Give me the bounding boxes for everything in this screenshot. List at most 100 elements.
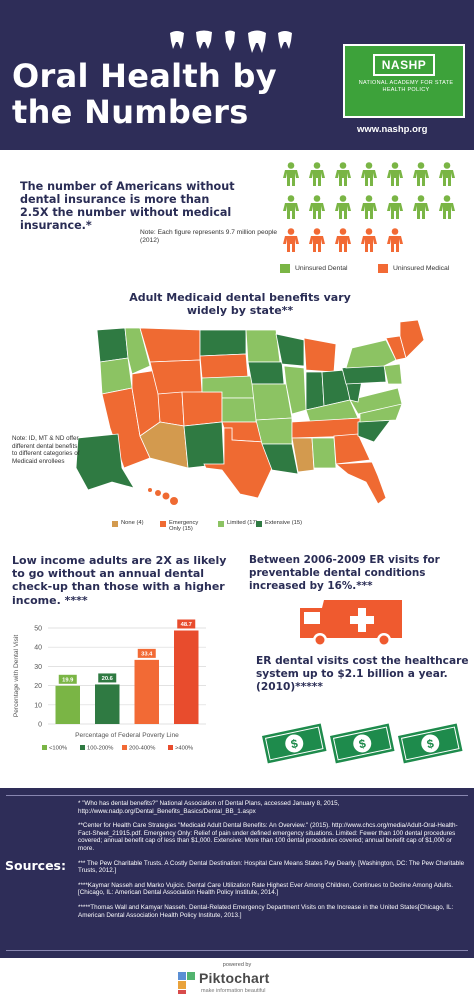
ambulance-icon	[300, 600, 402, 647]
legend-label-medical: Uninsured Medical	[393, 265, 450, 272]
x-tick-label: >400%	[175, 746, 193, 752]
er-visits-headline: Between 2006-2009 ER visits for preventa…	[249, 554, 440, 592]
header-banner: Oral Health by the Numbers NASHP NATIONA…	[0, 0, 474, 150]
person-icon-dental	[283, 195, 299, 219]
map-legend-item: Emergency Only (15)	[160, 520, 209, 532]
map-legend-label: Limited (17)	[227, 520, 258, 526]
data-label: 20.6	[102, 676, 114, 682]
title-line-2: the Numbers	[12, 93, 249, 131]
bar	[95, 684, 120, 724]
person-icon-dental	[413, 162, 429, 186]
person-icon-medical	[387, 228, 403, 252]
person-icon-dental	[283, 162, 299, 186]
person-icon-dental	[361, 162, 377, 186]
map-legend-item: Limited (17)	[218, 520, 258, 527]
y-tick-label: 20	[34, 683, 42, 690]
source-entry-3: *** The Pew Charitable Trusts. A Costly …	[78, 859, 465, 875]
x-axis-label: Percentage of Federal Poverty Line	[75, 732, 179, 739]
nashp-logo-box	[343, 44, 465, 118]
person-icon-dental	[387, 195, 403, 219]
map-legend-item: Extensive (15)	[256, 520, 302, 527]
x-tick-label: <100%	[49, 746, 67, 752]
data-label-badge	[137, 648, 156, 658]
legend-swatch-dental	[280, 264, 290, 273]
y-tick-label: 30	[34, 664, 42, 671]
piktochart-logo-icon[interactable]	[178, 972, 196, 994]
tooth-icon	[278, 31, 292, 49]
sources-label: Sources:	[5, 858, 66, 873]
sources-divider-bottom	[6, 950, 468, 951]
powered-by-label: powered by	[222, 962, 252, 968]
chart-legend-swatch	[80, 745, 85, 750]
person-icon-dental	[309, 162, 325, 186]
y-tick-label: 10	[34, 702, 42, 709]
title-line-1: Oral Health by	[12, 57, 277, 95]
tooth-icon	[170, 31, 184, 49]
dental-visit-bar-chart: 0 10 20 30 40 50 Percentage with Dental Visit 1…	[13, 619, 206, 752]
person-icon-dental	[309, 195, 325, 219]
y-tick-label: 0	[38, 722, 42, 729]
data-label: 19.9	[62, 677, 74, 683]
dollar-bill-icon: $	[398, 723, 463, 764]
map-legend-label: Extensive (15)	[265, 520, 303, 526]
bar	[55, 685, 80, 724]
svg-text:$: $	[426, 736, 436, 751]
x-tick-label: 200-400%	[129, 746, 155, 752]
person-icon-dental	[413, 195, 429, 219]
person-icon-dental	[387, 162, 403, 186]
data-label-badge	[98, 673, 117, 683]
chart-legend-swatch	[168, 745, 173, 750]
data-label-badge	[177, 619, 196, 629]
dollar-bill-icon: $	[262, 723, 327, 764]
medicaid-headline: Adult Medicaid dental benefits vary wide…	[129, 291, 351, 317]
map-legend-label: None (4)	[121, 520, 144, 526]
piktochart-tagline: make information beautiful	[201, 988, 266, 994]
sources-divider-top	[6, 795, 468, 796]
bar	[174, 630, 199, 724]
person-icon-dental	[439, 195, 455, 219]
y-axis-label: Percentage with Dental Visit	[13, 635, 20, 718]
dollar-bill-icon: $	[330, 723, 395, 764]
map-legend-label: Emergency Only (15)	[169, 520, 199, 532]
legend-uninsured-medical: Uninsured Medical	[378, 264, 449, 273]
piktochart-brand[interactable]: Piktochart	[199, 970, 270, 986]
person-icon-dental	[439, 162, 455, 186]
low-income-headline: Low income adults are 2X as likely to go…	[12, 554, 227, 607]
nashp-logo-subtitle: NATIONAL ACADEMY FOR STATE HEALTH POLICY	[358, 80, 454, 93]
bar	[134, 659, 159, 724]
y-tick-label: 50	[34, 626, 42, 633]
map-legend-swatch	[218, 521, 224, 527]
data-label: 33.4	[141, 651, 153, 657]
source-entry-4: ****Kaymar Nasseh and Marko Vujicic. Den…	[78, 881, 453, 897]
person-icon-medical	[361, 228, 377, 252]
teeth-row	[168, 30, 294, 54]
tooth-icon	[196, 30, 212, 49]
page-title: Oral Health by the Numbers	[12, 58, 277, 130]
tooth-icon	[225, 30, 235, 51]
map-legend-swatch	[160, 521, 166, 527]
svg-text:$: $	[358, 736, 368, 751]
person-icon-dental	[335, 195, 351, 219]
tooth-icon	[248, 30, 266, 53]
data-label: 48.7	[181, 622, 192, 628]
x-tick-label: 100-200%	[87, 746, 113, 752]
person-icon-medical	[309, 228, 325, 252]
legend-uninsured-dental: Uninsured Dental	[280, 264, 348, 273]
chart-legend-swatch	[122, 745, 127, 750]
source-entry-1: * "Who has dental benefits?" National As…	[78, 800, 340, 815]
person-icon-medical	[335, 228, 351, 252]
legend-swatch-medical	[378, 264, 388, 273]
map-legend-swatch	[112, 521, 118, 527]
map-legend-swatch	[256, 521, 262, 527]
sources-panel: Sources: * "Who has dental benefits?" Na…	[0, 788, 474, 958]
person-icon-dental	[335, 162, 351, 186]
dollar-bills-icons: $ $ $	[262, 723, 463, 764]
person-icon-dental	[361, 195, 377, 219]
source-entry-2: **Center for Health Care Strategies "Med…	[78, 822, 458, 852]
data-label-badge	[58, 674, 77, 684]
uninsured-note: Note: Each figure represents 9.7 million…	[140, 229, 278, 244]
svg-text:$: $	[290, 736, 300, 751]
legend-label-dental: Uninsured Dental	[295, 265, 348, 272]
nashp-url-link[interactable]: www.nashp.org	[357, 124, 428, 135]
us-state-map	[75, 319, 425, 505]
